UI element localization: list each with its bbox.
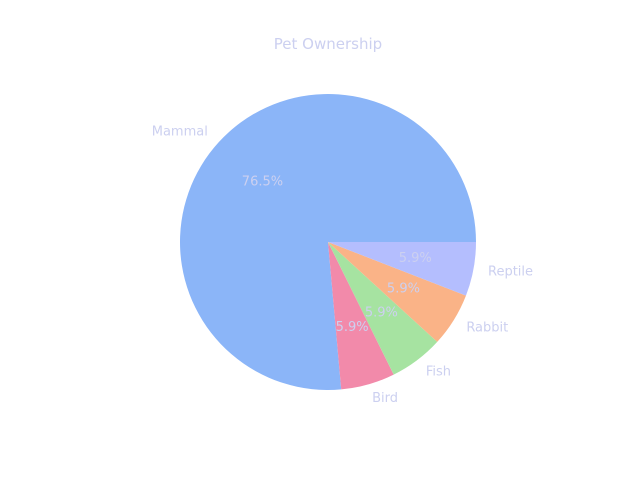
slice-label-rabbit: Rabbit	[466, 320, 508, 335]
slice-label-reptile: Reptile	[488, 264, 533, 279]
pct-label-mammal: 76.5%	[242, 175, 283, 190]
pie-slice-bird	[328, 242, 394, 390]
slice-label-fish: Fish	[426, 365, 451, 380]
pie-slices	[180, 94, 476, 391]
chart-title: Pet Ownership	[274, 35, 382, 53]
pct-label-reptile: 5.9%	[399, 251, 432, 266]
pct-label-rabbit: 5.9%	[387, 281, 420, 296]
pie-slice-mammal	[180, 94, 476, 391]
pie-slice-rabbit	[328, 242, 466, 342]
pie-slice-fish	[328, 242, 438, 375]
slice-label-bird: Bird	[372, 391, 398, 406]
pie-slice-reptile	[328, 242, 476, 296]
pct-label-bird: 5.9%	[336, 320, 369, 335]
pct-label-fish: 5.9%	[365, 305, 398, 320]
pie-labels: Mammal 76.5% Bird 5.9% Fish 5.9% Rabbit 5.9% Rep…	[152, 125, 533, 407]
slice-label-mammal: Mammal	[152, 125, 208, 140]
